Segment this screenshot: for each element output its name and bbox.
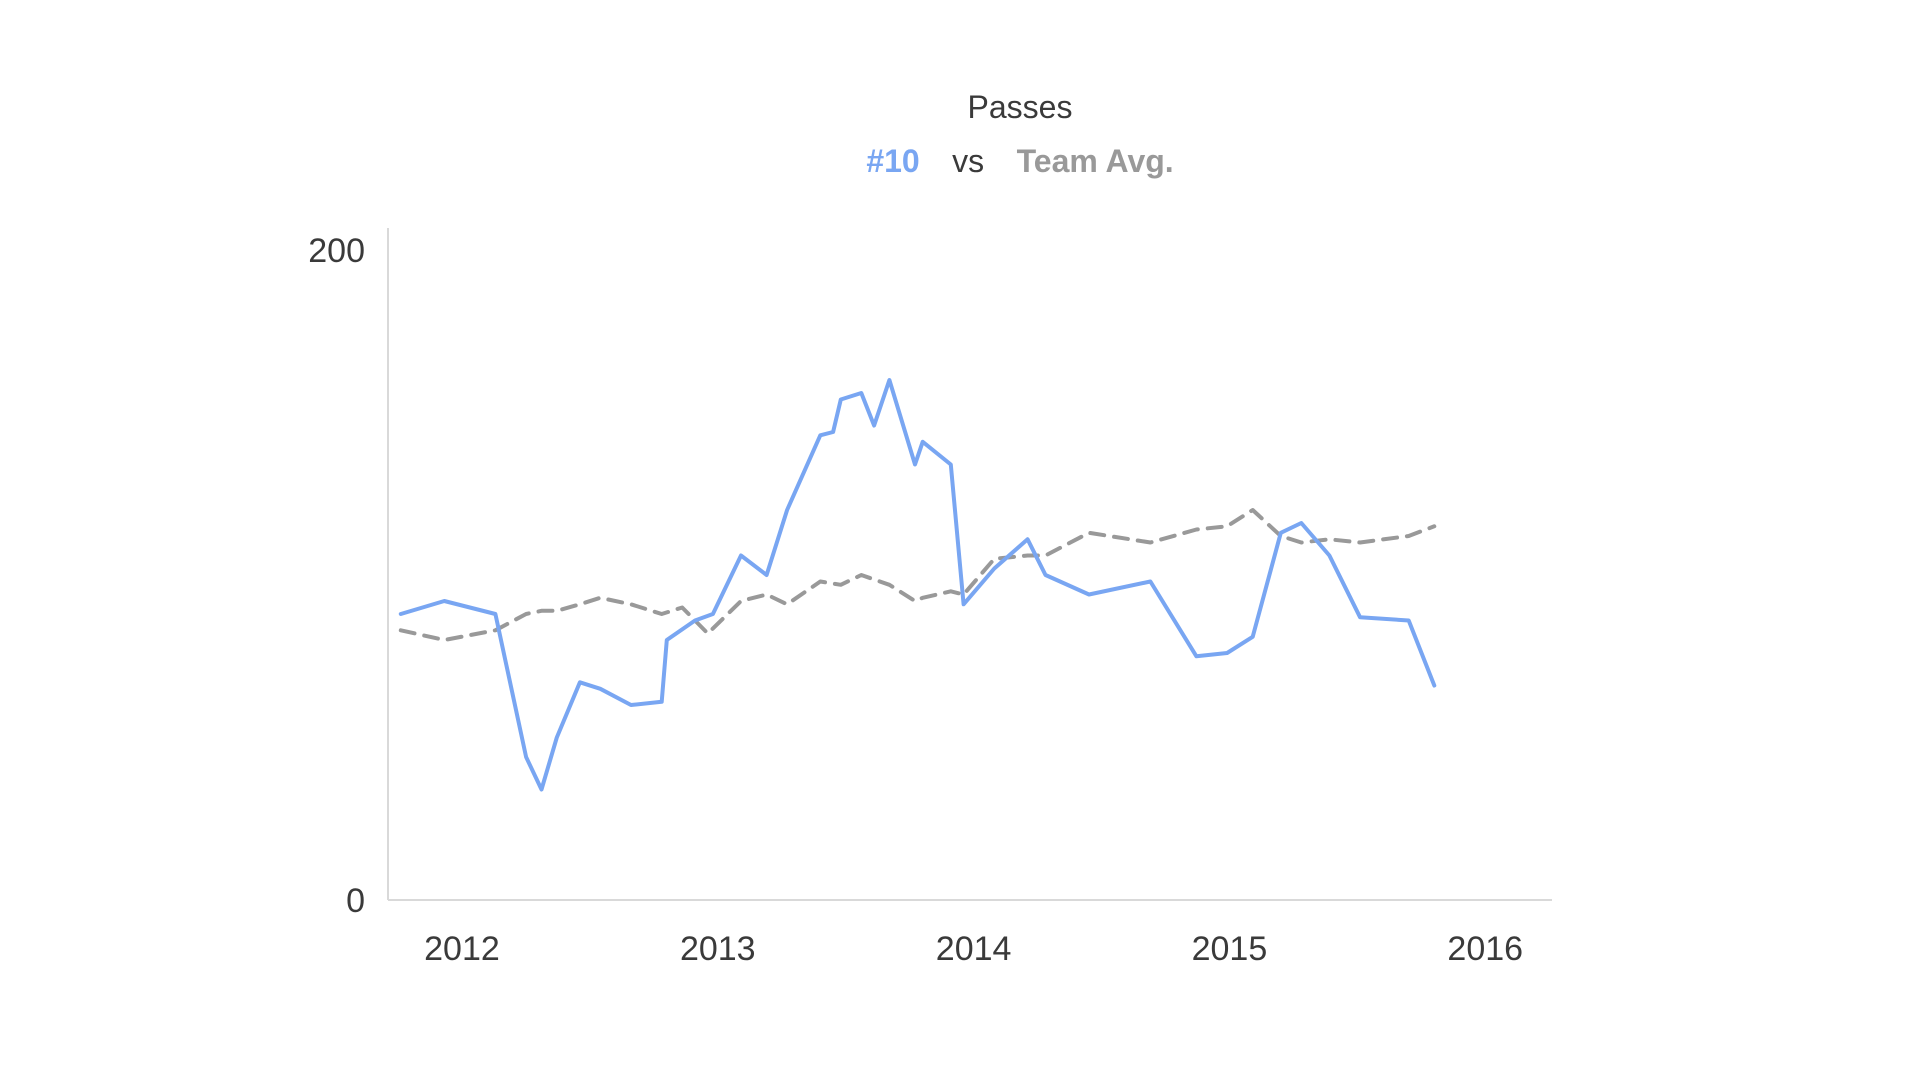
x-axis-ticks: 2012 2013 2014 2015 2016 xyxy=(424,930,1523,968)
subtitle-series-player: #10 xyxy=(866,143,919,179)
series-line-team-avg xyxy=(398,508,1437,642)
subtitle-series-team: Team Avg. xyxy=(1017,143,1174,179)
y-tick-label: 200 xyxy=(308,232,365,270)
subtitle-vs: vs xyxy=(952,143,984,179)
chart-subtitle: #10 vs Team Avg. xyxy=(866,143,1173,179)
x-tick-label: 2015 xyxy=(1192,930,1268,968)
series-line-player-10 xyxy=(398,378,1437,792)
y-tick-label: 0 xyxy=(346,882,365,920)
axes xyxy=(387,228,1552,901)
x-tick-label: 2014 xyxy=(936,930,1012,968)
x-tick-label: 2012 xyxy=(424,930,500,968)
chart-title: Passes xyxy=(968,89,1073,125)
x-tick-label: 2013 xyxy=(680,930,756,968)
series-lines xyxy=(398,378,1437,792)
x-tick-label: 2016 xyxy=(1447,930,1523,968)
